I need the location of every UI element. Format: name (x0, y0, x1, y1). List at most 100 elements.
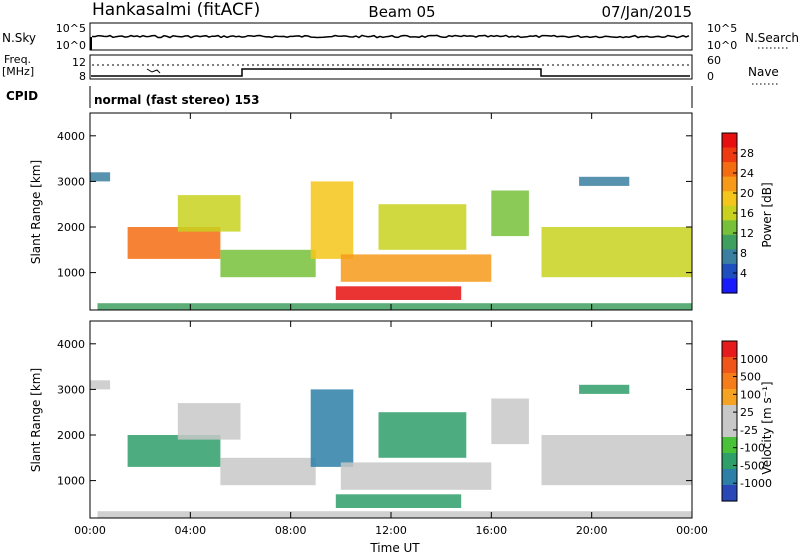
heatmap-cell (97, 303, 692, 310)
colorbar-swatch (722, 373, 737, 390)
heatmap-cell (97, 511, 692, 518)
heatmap-cell (90, 380, 111, 390)
x-tick-label: 16:00 (475, 524, 507, 537)
freq-panel-frame (89, 54, 693, 80)
power-ylabel: Slant Range [km] (29, 160, 43, 264)
heatmap-cell (127, 435, 221, 467)
colorbar-swatch (722, 176, 737, 192)
heatmap-cell (335, 286, 462, 300)
cpid-text: normal (fast stereo) 153 (94, 93, 260, 107)
colorbar-tick-label: 100 (740, 388, 761, 401)
colorbar-swatch (722, 263, 737, 279)
heatmap-cell (340, 462, 492, 490)
heatmap-cell (579, 384, 630, 394)
power-colorbar-label: Power [dB] (760, 182, 774, 247)
heatmap-cell (491, 398, 529, 445)
colorbar-tick-label: 24 (740, 167, 754, 180)
colorbar-swatch (722, 191, 737, 207)
y-tick-label: 4000 (57, 338, 85, 351)
colorbar-swatch (722, 341, 737, 358)
nsearch-tick-low: 10^0 (707, 39, 737, 52)
velocity-ylabel: Slant Range [km] (29, 368, 43, 472)
x-tick-label: 00:00 (74, 524, 106, 537)
colorbar-swatch (722, 453, 737, 470)
colorbar-tick-label: 12 (740, 227, 754, 240)
x-axis-label: Time UT (369, 541, 420, 554)
station-title: Hankasalmi (fitACF) (92, 0, 260, 20)
heatmap-cell (310, 181, 354, 259)
colorbar-frame (721, 340, 738, 502)
y-tick-label: 3000 (57, 383, 85, 396)
y-tick-label: 2000 (57, 221, 85, 234)
freq-unit: [MHz] (2, 65, 34, 78)
heatmap-cell (177, 403, 241, 440)
y-tick-label: 3000 (57, 175, 85, 188)
nsky-tick-low: 10^0 (56, 39, 86, 52)
x-tick-label: 08:00 (275, 524, 307, 537)
colorbar-tick-label: -1000 (740, 477, 772, 490)
nsky-label: N.Sky (2, 31, 36, 45)
colorbar-swatch (722, 357, 737, 374)
nsearch-tick-high: 10^5 (707, 22, 737, 35)
nave-tick-high: 60 (707, 54, 721, 67)
x-tick-label: 12:00 (375, 524, 407, 537)
velocity-colorbar-label: Velocity [m s⁻¹] (760, 381, 774, 474)
colorbar-swatch (722, 133, 737, 149)
y-tick-label: 2000 (57, 429, 85, 442)
heatmap-cell (378, 412, 467, 458)
nsearch-label: N.Search (745, 31, 799, 45)
colorbar-tick-label: 28 (740, 147, 754, 160)
heatmap-cell (378, 204, 467, 250)
power-heatmap (90, 172, 692, 310)
power-y-axis: 4000 3000 2000 1000 (57, 130, 692, 280)
heatmap-cell (177, 195, 241, 232)
colorbar-tick-label: 16 (740, 207, 754, 220)
nave-label: Nave (748, 65, 779, 79)
heatmap-cell (220, 457, 316, 486)
colorbar-tick-label: 500 (740, 371, 761, 384)
colorbar-tick-label: -500 (740, 459, 765, 472)
freq-trace (91, 68, 690, 77)
colorbar-swatch (722, 421, 737, 438)
y-tick-label: 1000 (57, 267, 85, 280)
freq-tick-low: 8 (79, 70, 86, 83)
colorbar-tick-label: -100 (740, 442, 765, 455)
velocity-y-axis: 4000 3000 2000 1000 (57, 338, 692, 488)
colorbar-swatch (722, 249, 737, 265)
colorbar-swatch (722, 220, 737, 236)
freq-blip (146, 68, 161, 74)
colorbar-tick-label: 1000 (740, 353, 768, 366)
colorbar-tick-label: 4 (740, 267, 747, 280)
colorbar-tick-label: 20 (740, 187, 754, 200)
nsky-trace (91, 34, 690, 39)
heatmap-cell (335, 494, 462, 508)
heatmap-cell (90, 172, 111, 182)
nsky-panel-frame (89, 22, 693, 51)
velocity-heatmap (90, 380, 692, 518)
y-tick-label: 4000 (57, 130, 85, 143)
colorbar-swatch (722, 147, 737, 163)
nave-tick-low: 0 (707, 70, 714, 83)
colorbar-swatch (722, 405, 737, 422)
cpid-label: CPID (6, 89, 38, 103)
heatmap-cell (491, 190, 529, 237)
x-tick-label: 20:00 (576, 524, 608, 537)
date-title: 07/Jan/2015 (602, 3, 693, 21)
velocity-colorbar: 1000 500 100 25 -25 -100 -500 -1000 (721, 340, 772, 502)
colorbar-tick-label: -25 (740, 424, 758, 437)
heatmap-cell (220, 249, 316, 278)
colorbar-tick-label: 8 (740, 247, 747, 260)
heatmap-cell (541, 227, 692, 278)
y-tick-label: 1000 (57, 475, 85, 488)
colorbar-swatch (722, 278, 737, 294)
freq-label: Freq. (4, 53, 31, 66)
colorbar-swatch (722, 437, 737, 454)
colorbar-swatch (722, 485, 737, 502)
x-tick-label: 00:00 (676, 524, 708, 537)
colorbar-swatch (722, 469, 737, 486)
beam-title: Beam 05 (368, 3, 435, 21)
nsky-tick-high: 10^5 (56, 22, 86, 35)
colorbar-tick-label: 25 (740, 406, 754, 419)
heatmap-cell (310, 389, 354, 467)
